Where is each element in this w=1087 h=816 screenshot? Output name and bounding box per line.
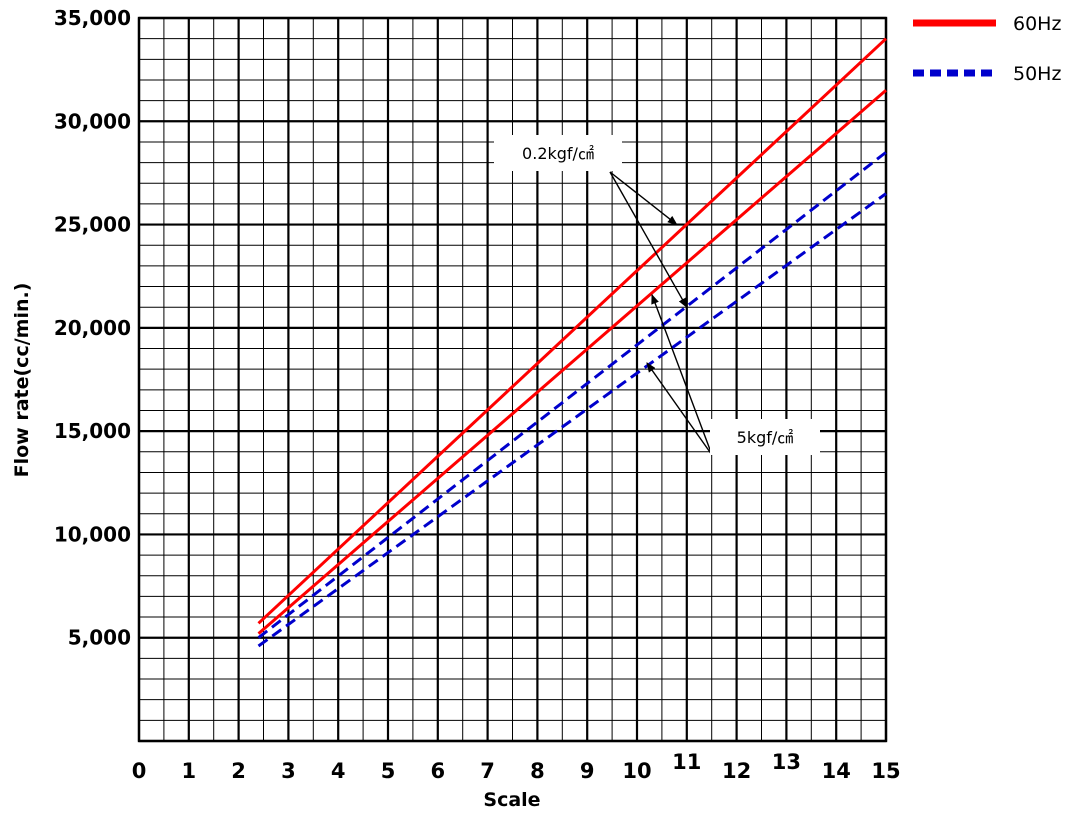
y-tick-label: 5,000 bbox=[68, 626, 131, 650]
legend-label-60hz: 60Hz bbox=[1013, 13, 1061, 35]
y-tick-labels: 5,000 10,000 15,000 20,000 25,000 30,000 35,00… bbox=[54, 6, 131, 650]
y-tick-label: 25,000 bbox=[54, 213, 131, 237]
x-tick-label: 5 bbox=[381, 759, 396, 783]
x-tick-label: 8 bbox=[530, 759, 545, 783]
legend: 60Hz 50Hz bbox=[913, 13, 1061, 85]
x-tick-labels: 0 1 2 3 4 5 6 7 8 9 10 11 12 13 14 15 bbox=[132, 750, 901, 783]
annotation-layer: 0.2kgf/㎠ 5kgf/㎠ bbox=[494, 135, 820, 456]
series-line-50hz-low-pressure bbox=[257, 151, 887, 639]
y-axis-title: Flow rate(cc/min.) bbox=[11, 283, 33, 478]
series-line-60hz-low-pressure bbox=[257, 37, 888, 625]
x-axis-title: Scale bbox=[483, 789, 540, 811]
annotation-box bbox=[494, 135, 622, 171]
y-tick-label: 15,000 bbox=[54, 419, 131, 443]
x-tick-label: 10 bbox=[622, 759, 651, 783]
grid-major bbox=[137, 16, 888, 743]
x-tick-label: 6 bbox=[430, 759, 445, 783]
legend-label-50hz: 50Hz bbox=[1013, 63, 1061, 85]
x-tick-label: 7 bbox=[480, 759, 495, 783]
annotation-arrow bbox=[609, 171, 678, 226]
annotation-arrow bbox=[651, 293, 713, 456]
y-tick-label: 30,000 bbox=[54, 109, 131, 133]
plot-frame bbox=[137, 16, 888, 743]
annotation-label: 5kgf/㎠ bbox=[737, 428, 794, 447]
x-tick-label: 1 bbox=[181, 759, 196, 783]
annotation-label: 0.2kgf/㎠ bbox=[522, 144, 594, 163]
x-tick-label: 0 bbox=[132, 759, 147, 783]
y-tick-label: 10,000 bbox=[54, 522, 131, 546]
y-tick-label: 20,000 bbox=[54, 316, 131, 340]
x-tick-label: 11 bbox=[672, 750, 701, 774]
x-tick-label: 14 bbox=[822, 759, 851, 783]
annotation-box bbox=[710, 419, 820, 455]
x-tick-label: 3 bbox=[281, 759, 296, 783]
annotation-arrow bbox=[609, 171, 688, 309]
y-tick-label: 35,000 bbox=[54, 6, 131, 30]
annotation-arrow bbox=[646, 362, 713, 456]
x-tick-label: 13 bbox=[772, 750, 801, 774]
grid-minor bbox=[139, 18, 886, 741]
x-tick-label: 4 bbox=[331, 759, 346, 783]
series-line-50hz-high-pressure bbox=[257, 192, 887, 648]
x-tick-label: 9 bbox=[580, 759, 595, 783]
series-line-60hz-high-pressure bbox=[257, 89, 887, 635]
x-tick-label: 2 bbox=[231, 759, 246, 783]
x-tick-label: 15 bbox=[871, 759, 900, 783]
x-tick-label: 12 bbox=[722, 759, 751, 783]
series-layer bbox=[257, 37, 888, 648]
